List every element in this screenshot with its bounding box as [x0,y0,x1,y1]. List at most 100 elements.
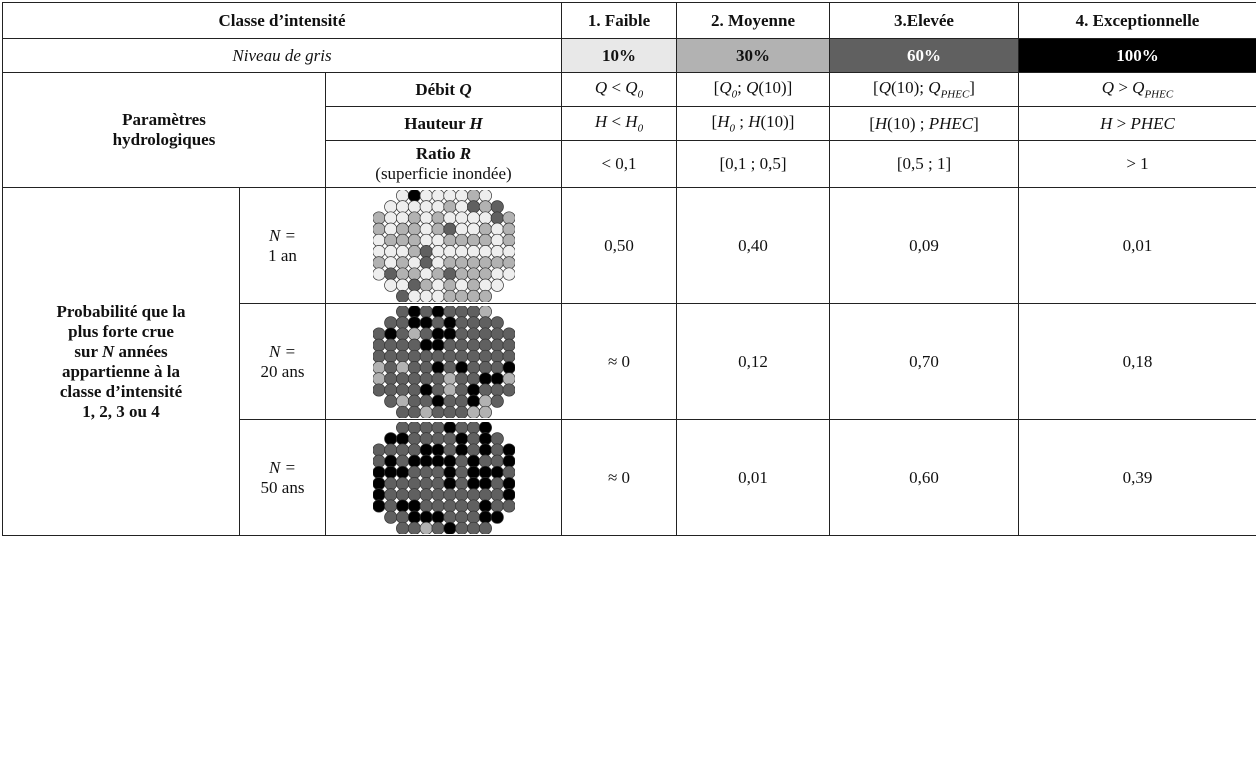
pattern-circle [442,476,456,490]
pattern-circle [395,222,409,236]
pattern-circle [478,315,492,329]
pattern-circle [372,266,385,281]
hauteur-row: Hauteur H H < H0 [H0 ; H(10)] [H(10) ; P… [3,106,1256,141]
pattern-circle [407,244,421,258]
class-1-header: 1. Faible [561,2,677,39]
pattern-circle [490,454,504,468]
pattern-circle [490,371,504,385]
pattern-circle [502,371,515,385]
pattern-circle [478,498,492,513]
pattern-circle [419,210,433,225]
ratio-symbol: R [459,144,472,163]
pattern-circle [442,454,456,468]
circle-pattern-1 [372,189,515,302]
n-value-1: 1 an [268,245,297,265]
grey-level-10: 10% [561,38,677,73]
pattern-circle [407,338,421,352]
pattern-circle [466,278,480,292]
pattern-circle [442,326,456,341]
pattern-circle [395,233,409,247]
n-label-3: N = 50 ans [239,419,326,536]
pattern-circle [502,360,515,374]
pattern-circle [478,210,492,225]
n-prefix-2: N = [268,341,297,361]
prob-row-1: Probabilité que la plus forte crue sur N… [2,187,1256,536]
prob-label-line-5: classe d’intensité [59,381,183,401]
pattern-circle [419,349,433,363]
pattern-circle [442,199,456,213]
pattern-circle [383,266,397,281]
pattern-circle [502,244,515,258]
pattern-circle [502,266,515,281]
pattern-circle [490,349,504,363]
pattern-circle [490,326,504,341]
pattern-circle [466,326,480,341]
prob-1-class-2: 0,40 [676,187,830,304]
pattern-circle [372,233,385,247]
pattern-circle [395,326,409,341]
pattern-circle [407,487,421,501]
prob-2-class-4: 0,18 [1018,303,1256,420]
pattern-circle [454,382,468,397]
debit-label-text: Débit [415,79,456,99]
pattern-circle [454,476,468,490]
pattern-circle [454,222,468,236]
pattern-circle [454,278,468,292]
pattern-circle [372,255,385,269]
pattern-circle [395,431,409,445]
pattern-circle [478,465,492,479]
pattern-circle [383,210,397,225]
pattern-circle [454,394,468,408]
pattern-circle [454,305,468,318]
pattern-circle [478,394,492,408]
pattern-circle [407,405,421,418]
pattern-circle [466,371,480,385]
pattern-circle [372,382,385,397]
prob-row-2: N = 20 ans ≈ 0 0,12 0,70 0,18 [3,303,1256,420]
pattern-circle [407,305,421,318]
pattern-circle [395,454,409,468]
pattern-circle [372,465,385,479]
grey-level-60: 60% [829,38,1019,73]
pattern-circle [395,371,409,385]
prob-label-n: N [101,341,115,361]
pattern-circle [454,233,468,247]
prob-3-class-3: 0,60 [829,419,1019,536]
pattern-circle [442,405,456,418]
pattern-circle [490,255,504,269]
pattern-circle [431,244,445,258]
pattern-circle [478,305,492,318]
debit-row: Paramètres hydrologiques Débit Q Q < Q0 … [2,72,1256,188]
pattern-cell-3 [325,419,562,536]
pattern-circle [383,476,397,490]
pattern-circle [442,487,456,501]
pattern-circle [383,498,397,513]
pattern-circle [407,349,421,363]
pattern-circle [442,360,456,374]
pattern-circle [419,233,433,247]
pattern-circle [466,360,480,374]
pattern-circle [431,189,445,202]
pattern-circle [454,510,468,524]
pattern-circle [395,394,409,408]
pattern-circle [466,476,480,490]
pattern-circle [419,289,433,302]
hauteur-label-text: Hauteur [404,113,466,133]
pattern-circle [478,199,492,213]
n-value-3: 50 ans [260,477,305,497]
pattern-circle [407,465,421,479]
pattern-circle [431,442,445,457]
pattern-circle [490,476,504,490]
pattern-circle [395,360,409,374]
pattern-circle [442,266,456,281]
pattern-circle [466,454,480,468]
pattern-circle [454,199,468,213]
pattern-circle [454,338,468,352]
pattern-circle [442,349,456,363]
pattern-circle [454,442,468,457]
pattern-circle [419,255,433,269]
class-4-header: 4. Exceptionnelle [1018,2,1256,39]
prob-2-class-2: 0,12 [676,303,830,420]
pattern-circle [466,266,480,281]
pattern-circle [454,465,468,479]
